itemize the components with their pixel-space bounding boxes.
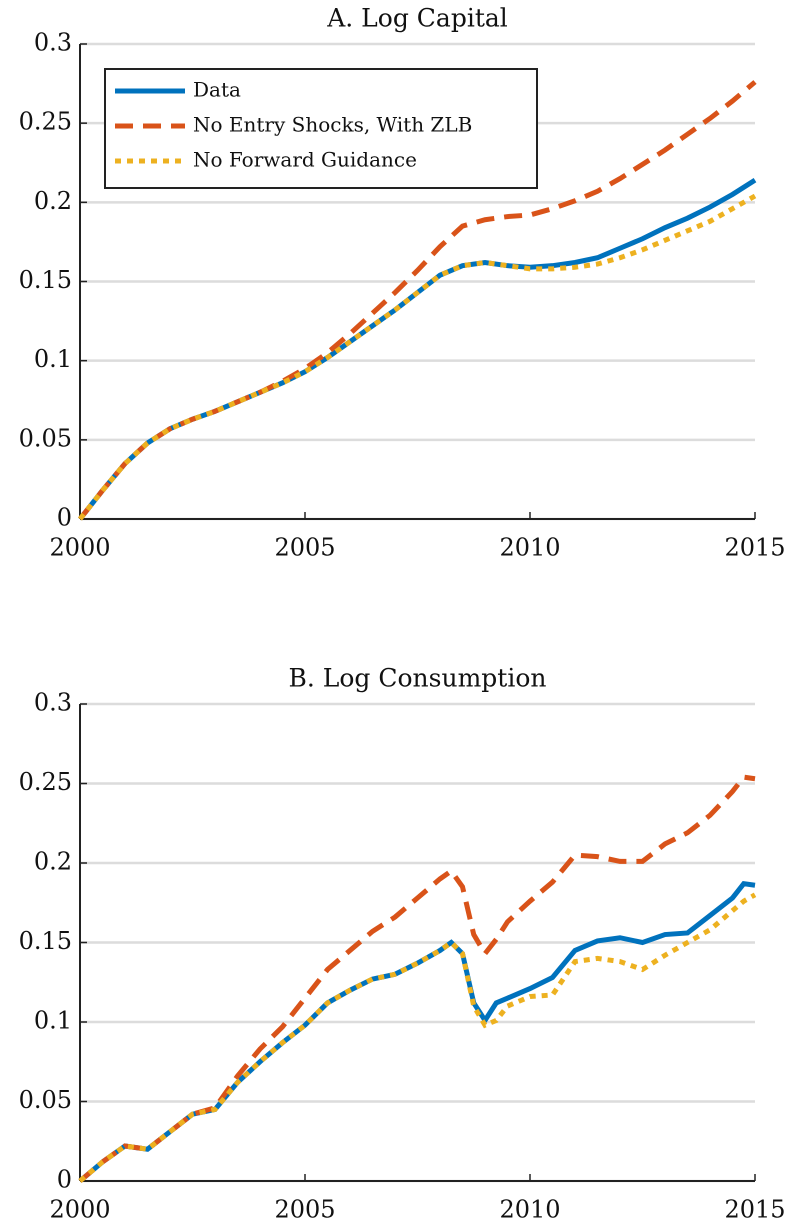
series-line [78,774,756,1183]
x-tick-label: 2010 [499,534,560,562]
y-tick-label: 0 [57,504,72,532]
legend-label: No Entry Shocks, With ZLB [193,113,472,137]
y-tick-label: 0.2 [34,848,72,876]
y-tick-label: 0.1 [34,1007,72,1035]
y-tick-label: 0.15 [19,266,72,294]
y-tick-label: 0.25 [19,108,72,136]
y-tick-label: 0.1 [34,345,72,373]
chart-title: B. Log Consumption [289,664,547,693]
legend-label: No Forward Guidance [193,148,417,172]
series-line [78,178,757,521]
y-tick-label: 0.25 [19,768,72,796]
y-tick-label: 0.05 [19,424,72,452]
y-tick-label: 0.2 [34,187,72,215]
x-tick-label: 2005 [274,1196,335,1224]
x-tick-label: 2015 [724,1196,785,1224]
chart-title: A. Log Capital [326,4,508,33]
series-line [78,193,757,521]
x-tick-label: 2000 [49,534,110,562]
series-line [78,880,756,1183]
series-line [78,80,757,521]
y-tick-label: 0.15 [19,927,72,955]
y-tick-label: 0.3 [34,29,72,57]
x-tick-label: 2015 [724,534,785,562]
legend-label: Data [193,78,241,102]
x-tick-label: 2000 [49,1196,110,1224]
y-tick-label: 0 [57,1166,72,1194]
x-tick-label: 2010 [499,1196,560,1224]
y-tick-label: 0.3 [34,689,72,717]
x-tick-label: 2005 [274,534,335,562]
y-tick-label: 0.05 [19,1086,72,1114]
